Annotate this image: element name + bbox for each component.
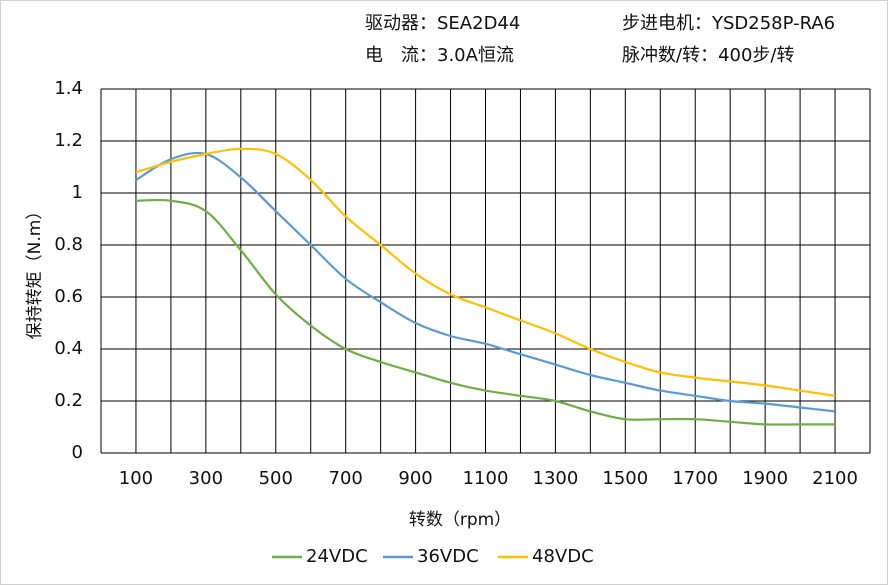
x-tick-label: 500 bbox=[259, 468, 293, 489]
y-tick-label: 0 bbox=[72, 442, 83, 463]
annotation: 脉冲数/转：400步/转 bbox=[622, 45, 795, 66]
x-tick-label: 100 bbox=[119, 468, 153, 489]
y-tick-label: 0.6 bbox=[54, 286, 83, 307]
y-tick-label: 0.4 bbox=[54, 338, 83, 359]
y-tick-label: 1 bbox=[72, 182, 83, 203]
legend-label: 24VDC bbox=[306, 546, 368, 567]
legend-label: 36VDC bbox=[417, 546, 479, 567]
x-tick-label: 1100 bbox=[463, 468, 509, 489]
y-tick-label: 1.2 bbox=[54, 130, 83, 151]
line-series bbox=[135, 151, 836, 413]
y-tick-label: 1.4 bbox=[54, 78, 83, 99]
x-tick-label: 900 bbox=[398, 468, 432, 489]
y-tick-label: 0.8 bbox=[54, 234, 83, 255]
x-tick-label: 1500 bbox=[602, 468, 648, 489]
x-tick-label: 1300 bbox=[533, 468, 579, 489]
x-tick-label: 1900 bbox=[742, 468, 788, 489]
line-series bbox=[135, 147, 836, 397]
legend-label: 48VDC bbox=[532, 546, 594, 567]
x-tick-label: 300 bbox=[189, 468, 223, 489]
x-tick-label: 700 bbox=[329, 468, 363, 489]
annotation: 驱动器：SEA2D44 bbox=[365, 13, 520, 34]
y-tick-label: 0.2 bbox=[54, 390, 83, 411]
annotation: 步进电机：YSD258P-RA6 bbox=[622, 13, 835, 34]
x-tick-label: 1700 bbox=[672, 468, 718, 489]
x-axis-label: 转数（rpm） bbox=[409, 510, 511, 530]
y-axis-label: 保持转矩（N.m） bbox=[25, 203, 45, 340]
line-series bbox=[135, 198, 836, 426]
x-tick-label: 2100 bbox=[812, 468, 858, 489]
annotation: 电 流：3.0A恒流 bbox=[365, 45, 514, 66]
